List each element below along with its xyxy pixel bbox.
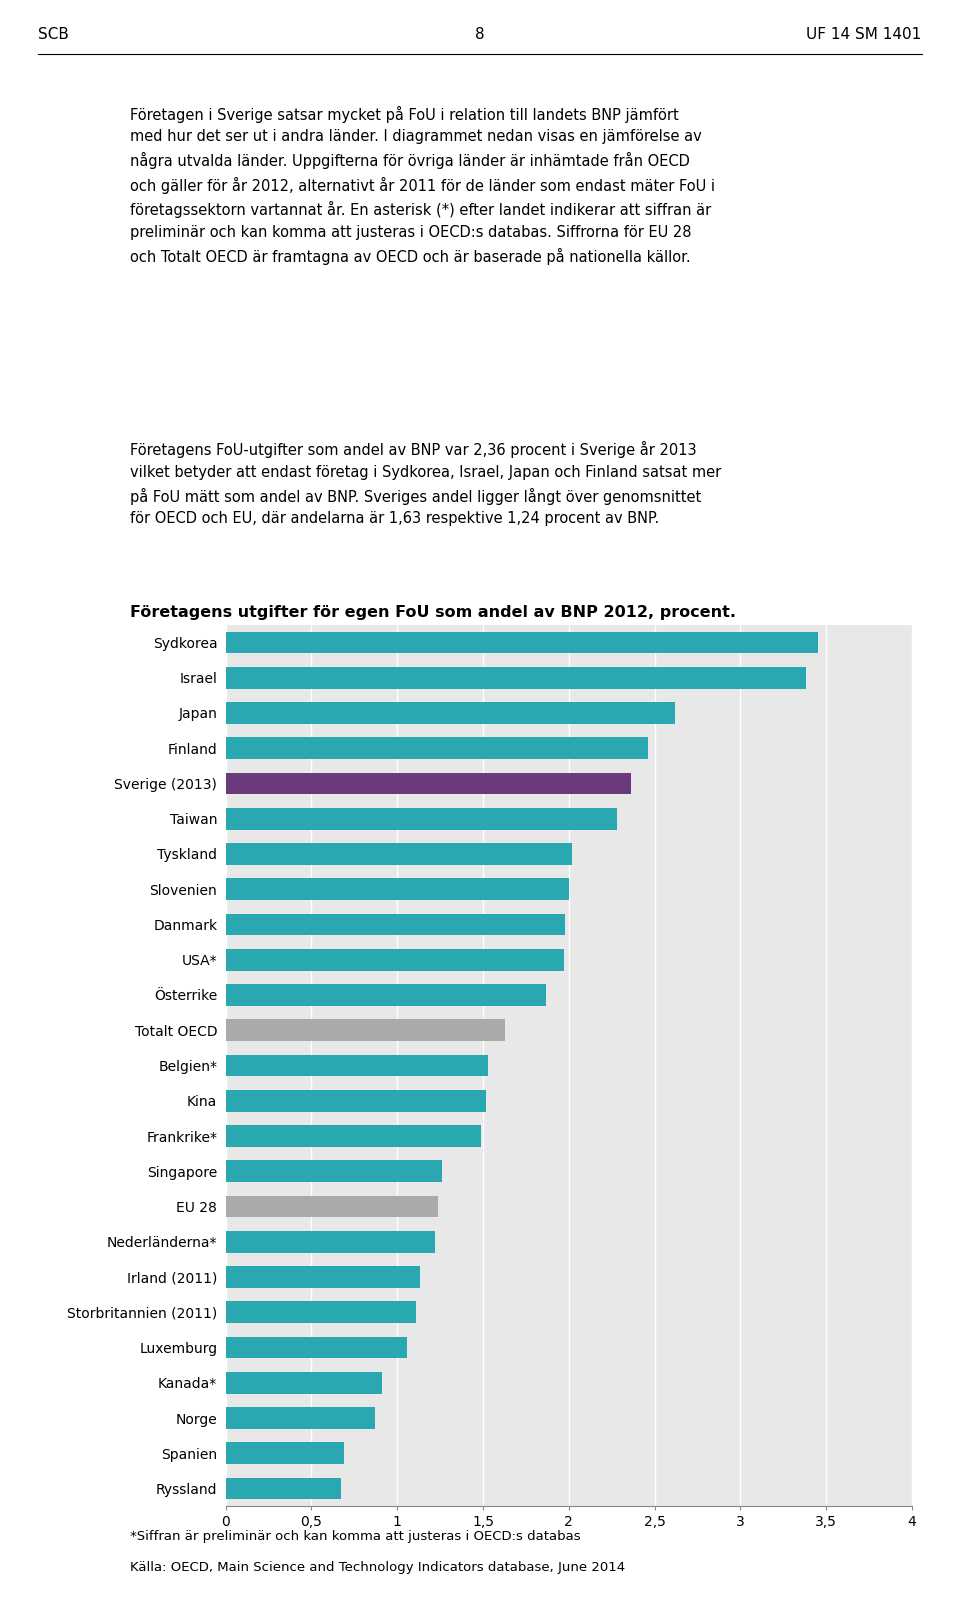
Bar [226, 1266, 420, 1289]
Bar [226, 1196, 439, 1217]
Bar [226, 1160, 442, 1182]
Bar [226, 914, 565, 935]
Bar [226, 1477, 341, 1500]
Text: Källa: OECD, Main Science and Technology Indicators database, June 2014: Källa: OECD, Main Science and Technology… [130, 1561, 625, 1574]
Bar [226, 737, 648, 760]
Bar [226, 842, 572, 865]
Text: Företagens utgifter för egen FoU som andel av BNP 2012, procent.: Företagens utgifter för egen FoU som and… [130, 605, 735, 620]
Bar [226, 1407, 375, 1428]
Text: SCB: SCB [38, 28, 69, 42]
Text: *Siffran är preliminär och kan komma att justeras i OECD:s databas: *Siffran är preliminär och kan komma att… [130, 1530, 580, 1543]
Bar [226, 1230, 435, 1253]
Bar [226, 1302, 416, 1323]
Text: Företagen i Sverige satsar mycket på FoU i relation till landets BNP jämfört
med: Företagen i Sverige satsar mycket på FoU… [130, 105, 714, 265]
Bar [226, 1371, 382, 1394]
Bar [226, 1055, 488, 1076]
Bar [226, 1089, 487, 1112]
Text: Företagens FoU-utgifter som andel av BNP var 2,36 procent i Sverige år 2013
vilk: Företagens FoU-utgifter som andel av BNP… [130, 441, 721, 526]
Bar [226, 667, 805, 688]
Bar [226, 1337, 407, 1358]
Text: UF 14 SM 1401: UF 14 SM 1401 [806, 28, 922, 42]
Bar [226, 631, 818, 654]
Bar [226, 808, 617, 829]
Bar [226, 878, 568, 901]
Bar [226, 703, 675, 724]
Text: 8: 8 [475, 28, 485, 42]
Bar [226, 1019, 505, 1042]
Bar [226, 773, 631, 794]
Bar [226, 1125, 481, 1147]
Bar [226, 1443, 344, 1464]
Bar [226, 984, 546, 1006]
Bar [226, 949, 564, 971]
